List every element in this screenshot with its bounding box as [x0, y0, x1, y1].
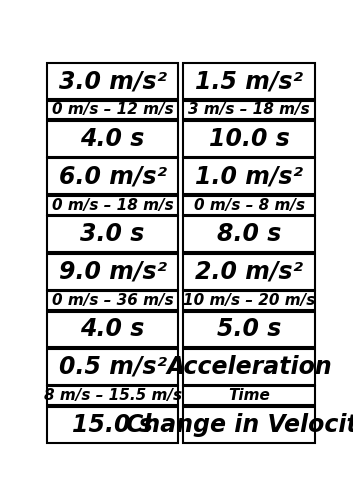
Text: Change in Velocity: Change in Velocity	[126, 412, 353, 436]
Bar	[183, 196, 315, 214]
Bar	[183, 63, 315, 99]
Bar	[47, 196, 179, 214]
Bar	[47, 312, 179, 348]
Bar	[183, 386, 315, 406]
Bar	[183, 158, 315, 194]
Text: 1.0 m/s²: 1.0 m/s²	[195, 164, 303, 188]
Text: 8.0 s: 8.0 s	[217, 222, 281, 246]
Bar	[183, 216, 315, 252]
Text: 3.0 s: 3.0 s	[80, 222, 145, 246]
Text: 6.0 m/s²: 6.0 m/s²	[59, 164, 167, 188]
Bar	[47, 100, 179, 119]
Bar	[183, 312, 315, 348]
Bar	[183, 407, 315, 442]
Text: 0 m/s – 8 m/s: 0 m/s – 8 m/s	[193, 198, 305, 212]
Text: 5.0 s: 5.0 s	[217, 318, 281, 342]
Text: 4.0 s: 4.0 s	[80, 127, 145, 151]
Bar	[183, 121, 315, 157]
Text: 4.0 s: 4.0 s	[80, 318, 145, 342]
Bar	[47, 254, 179, 290]
Text: 1.5 m/s²: 1.5 m/s²	[195, 69, 303, 93]
Text: 0 m/s – 36 m/s: 0 m/s – 36 m/s	[52, 293, 174, 308]
Bar	[183, 100, 315, 119]
Bar	[183, 291, 315, 310]
Text: Time: Time	[228, 388, 270, 404]
Bar	[47, 158, 179, 194]
Text: Acceleration: Acceleration	[166, 355, 332, 379]
Text: 15.0 s: 15.0 s	[72, 412, 153, 436]
Text: 8 m/s – 15.5 m/s: 8 m/s – 15.5 m/s	[43, 388, 182, 404]
Bar	[47, 63, 179, 99]
Text: 3.0 m/s²: 3.0 m/s²	[59, 69, 167, 93]
Bar	[47, 291, 179, 310]
Text: 10.0 s: 10.0 s	[209, 127, 289, 151]
Text: 9.0 m/s²: 9.0 m/s²	[59, 260, 167, 283]
Text: 3 m/s – 18 m/s: 3 m/s – 18 m/s	[188, 102, 310, 118]
Bar	[47, 407, 179, 442]
Bar	[183, 349, 315, 385]
Text: 0 m/s – 18 m/s: 0 m/s – 18 m/s	[52, 198, 174, 212]
Text: 0.5 m/s²: 0.5 m/s²	[59, 355, 167, 379]
Text: 0 m/s – 12 m/s: 0 m/s – 12 m/s	[52, 102, 174, 118]
Text: 10 m/s – 20 m/s: 10 m/s – 20 m/s	[183, 293, 315, 308]
Bar	[47, 349, 179, 385]
Bar	[47, 121, 179, 157]
Bar	[183, 254, 315, 290]
Bar	[47, 386, 179, 406]
Bar	[47, 216, 179, 252]
Text: 2.0 m/s²: 2.0 m/s²	[195, 260, 303, 283]
